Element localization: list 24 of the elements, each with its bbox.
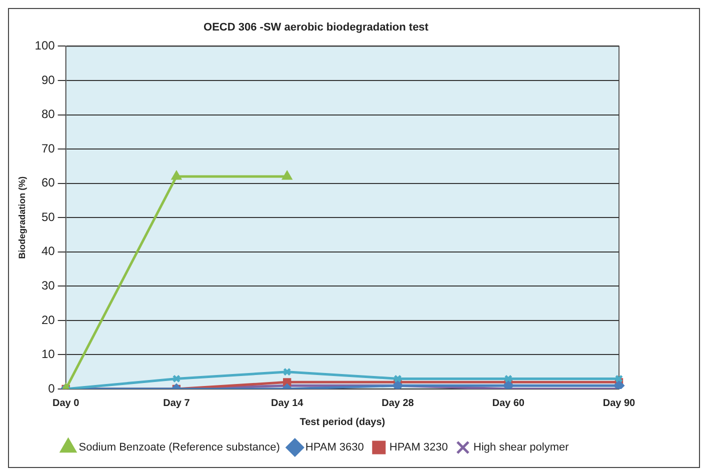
- x-axis-title: Test period (days): [300, 416, 386, 428]
- y-tick-label: 0: [48, 381, 56, 396]
- legend-label: High shear polymer: [473, 442, 570, 454]
- x-tick-label: Day 14: [270, 398, 304, 409]
- y-tick-label: 30: [41, 278, 56, 292]
- legend-label: Sodium Benzoate (Reference substance): [78, 442, 280, 454]
- x-tick-label: Day 0: [52, 398, 80, 409]
- y-tick-label: 70: [41, 141, 56, 156]
- y-axis-title: Biodegradation (%): [16, 176, 27, 259]
- x-tick-label: Day 90: [602, 398, 636, 409]
- chart-title: OECD 306 -SW aerobic biodegradation test: [204, 22, 429, 34]
- x-tick-label: Day 60: [492, 398, 525, 409]
- y-tick-label: 80: [41, 107, 56, 122]
- y-tick-label: 90: [41, 72, 56, 87]
- y-tick-label: 100: [34, 38, 56, 53]
- x-tick-label: Day 28: [382, 398, 414, 409]
- y-tick-label: 20: [41, 312, 56, 327]
- x-tick-label: Day 7: [163, 398, 190, 409]
- y-tick-label: 60: [41, 176, 56, 190]
- legend-label: HPAM 3630: [305, 442, 364, 454]
- y-tick-label: 50: [41, 210, 56, 224]
- y-tick-label: 10: [41, 347, 56, 362]
- y-tick-label: 40: [41, 244, 56, 258]
- legend-label: HPAM 3230: [389, 442, 448, 454]
